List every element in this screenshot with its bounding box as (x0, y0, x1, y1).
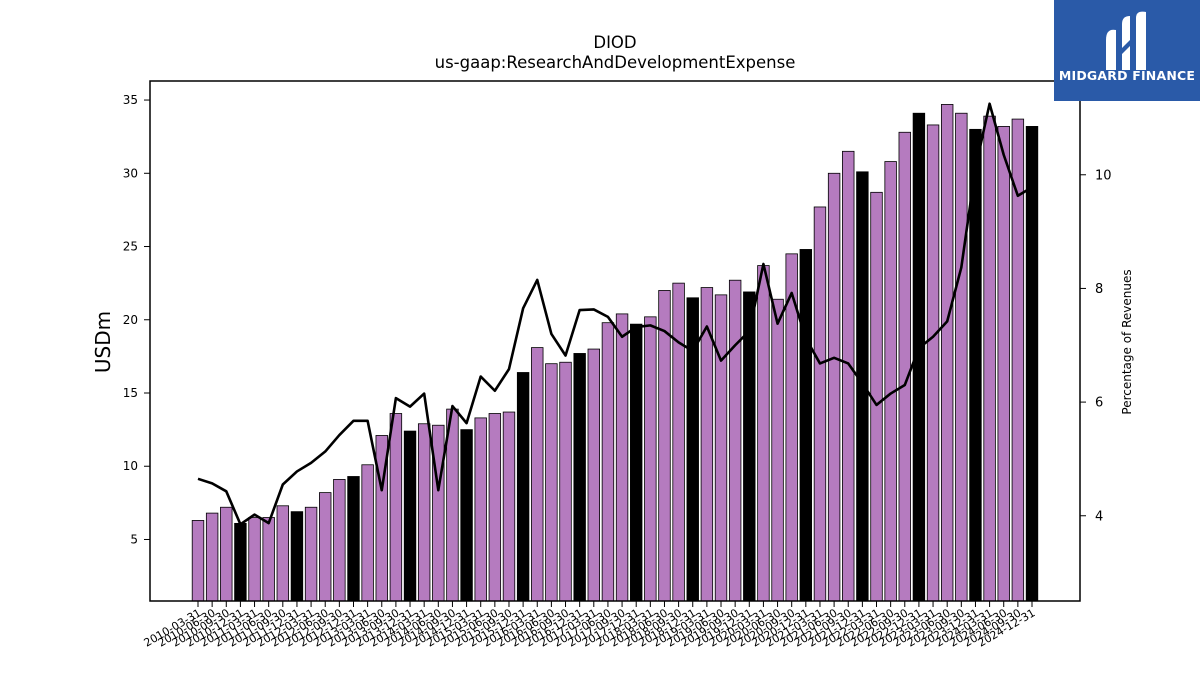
bar-2017-03-31 (587, 348, 600, 602)
y-tick-label: 15 (123, 386, 138, 400)
bar-2011-12-31 (290, 511, 304, 602)
chart-title: DIOD (593, 33, 636, 52)
bar-2021-12-31 (856, 171, 869, 602)
bar-2013-03-31 (361, 464, 374, 602)
y-tick-label: 30 (123, 166, 138, 180)
bar-2011-03-31 (248, 517, 261, 602)
bar-2020-03-31 (757, 265, 770, 602)
bar-2019-12-31 (743, 291, 756, 602)
bar-2016-03-31 (531, 347, 544, 602)
brand-name: MIDGARD FINANCE (1058, 68, 1196, 83)
chart-subtitle: us-gaap:ResearchAndDevelopmentExpense (435, 53, 796, 72)
bar-2014-06-30 (432, 424, 445, 602)
bar-2020-06-30 (771, 298, 784, 602)
y-tick-label: 35 (123, 93, 138, 107)
bar-2024-03-31 (983, 115, 996, 602)
bar-2023-03-31 (926, 124, 940, 602)
bar-2022-06-30 (884, 161, 897, 602)
bar-2013-09-30 (389, 413, 403, 602)
y2-tick-label: 4 (1095, 509, 1103, 524)
bar-2015-06-30 (488, 413, 502, 602)
y-tick-label: 5 (130, 532, 138, 546)
bar-2023-09-30 (955, 112, 968, 602)
bar-2012-03-31 (304, 506, 318, 602)
y-axis-right: 4 6 8 10 (1080, 168, 1112, 524)
bar-2012-12-31 (347, 476, 360, 602)
bar-2015-09-30 (502, 411, 516, 602)
y2-tick-label: 6 (1095, 396, 1103, 411)
bar-2011-09-30 (276, 505, 290, 602)
bar-2018-03-31 (644, 316, 657, 602)
bar-2024-09-30 (1011, 118, 1025, 602)
bar-2018-06-30 (658, 290, 671, 602)
bar-2013-12-31 (403, 430, 417, 602)
bar-2017-12-31 (630, 323, 643, 602)
line-series (197, 102, 1033, 526)
bar-2022-09-30 (898, 131, 911, 602)
line-percentage-of-revenues (197, 102, 1033, 526)
x-axis: 2010-03-312010-06-302010-09-302010-12-31… (142, 601, 1038, 650)
bar-2018-09-30 (672, 282, 685, 602)
bar-2010-09-30 (220, 506, 233, 602)
y-axis-label: USDm (91, 311, 115, 373)
bar-2023-06-30 (940, 104, 954, 602)
bar-2014-12-31 (460, 429, 473, 602)
y-tick-label: 10 (123, 459, 138, 473)
bar-series (191, 104, 1039, 602)
bar-2015-12-31 (516, 372, 530, 602)
bar-2012-09-30 (333, 479, 346, 602)
bar-2016-06-30 (545, 363, 558, 602)
bar-2010-03-31 (191, 520, 205, 602)
y2-tick-label: 8 (1095, 282, 1103, 297)
bar-2010-06-30 (205, 512, 219, 602)
bar-2015-03-31 (474, 417, 487, 602)
y2-tick-label: 10 (1095, 168, 1112, 183)
bar-2016-09-30 (559, 361, 572, 602)
bar-2019-06-30 (714, 294, 728, 602)
bar-2017-09-30 (615, 313, 629, 602)
y-axis-left: 5 10 15 20 25 30 35 (123, 93, 150, 546)
bar-2014-03-31 (417, 423, 431, 602)
bar-2024-06-30 (997, 126, 1010, 602)
bar-2012-06-30 (319, 492, 332, 602)
y2-axis-label: Percentage of Revenues (1120, 269, 1134, 414)
bar-2020-12-31 (799, 249, 813, 602)
plot-area (149, 80, 1081, 602)
bar-2024-12-31 (1025, 126, 1039, 602)
bar-2016-12-31 (573, 353, 586, 602)
bar-2021-03-31 (813, 206, 827, 602)
bar-2011-06-30 (262, 517, 275, 602)
bar-2017-06-30 (601, 322, 615, 602)
y-tick-label: 25 (123, 240, 138, 254)
y-tick-label: 20 (123, 313, 138, 327)
bar-2021-06-30 (827, 172, 841, 602)
bar-2021-09-30 (842, 150, 855, 602)
brand-mark-icon (1106, 11, 1146, 70)
bar-2010-12-31 (234, 522, 247, 602)
bar-2019-09-30 (728, 279, 742, 602)
